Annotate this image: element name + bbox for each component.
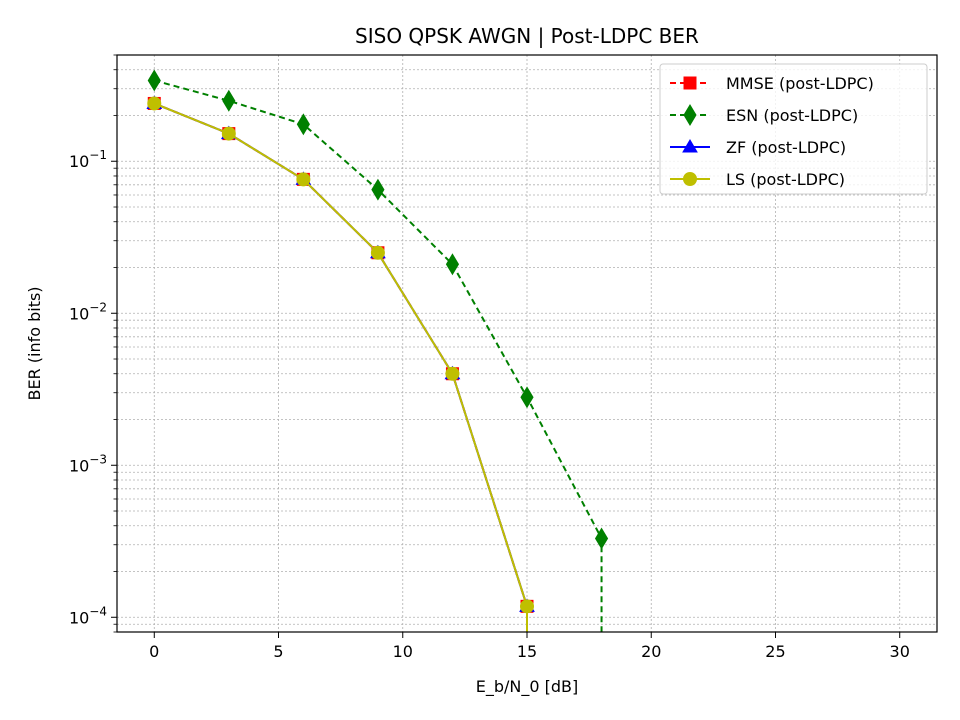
legend-label: ESN (post-LDPC) <box>726 106 858 125</box>
data-point <box>222 89 236 112</box>
data-point <box>221 126 236 141</box>
legend: MMSE (post-LDPC) ESN (post-LDPC) ZF (post-… <box>659 63 928 195</box>
y-tick-label: 10−4 <box>69 604 107 627</box>
x-axis-label: E_b/N_0 [dB] <box>476 677 579 697</box>
y-tick-label: 10−1 <box>69 148 107 171</box>
x-tick-label: 30 <box>890 642 910 661</box>
x-tick-label: 0 <box>149 642 159 661</box>
data-point <box>520 599 534 614</box>
data-point <box>371 178 385 201</box>
legend-marker <box>683 76 697 90</box>
data-point <box>370 245 385 260</box>
x-tick-label: 10 <box>393 642 413 661</box>
data-point <box>147 96 162 111</box>
chart-title: SISO QPSK AWGN | Post-LDPC BER <box>355 24 699 48</box>
series-line <box>154 79 603 632</box>
y-axis-label: BER (info bits) <box>25 286 44 400</box>
y-tick-label: 10−3 <box>69 452 107 475</box>
legend-entry: ESN (post-LDPC) <box>670 104 858 126</box>
x-tick-label: 5 <box>273 642 283 661</box>
legend-marker <box>683 104 697 126</box>
data-point <box>445 366 460 381</box>
legend-marker <box>682 139 698 153</box>
data-point <box>296 172 311 187</box>
series-layer <box>146 69 609 632</box>
data-point <box>296 113 310 136</box>
y-tick-label: 10−2 <box>69 300 107 323</box>
x-tick-label: 15 <box>517 642 537 661</box>
legend-label: MMSE (post-LDPC) <box>726 74 874 93</box>
series-ls <box>147 96 534 632</box>
data-point <box>594 527 609 550</box>
legend-label: ZF (post-LDPC) <box>726 138 846 157</box>
legend-box <box>659 63 928 195</box>
series-esn <box>147 69 609 632</box>
legend-entry: MMSE (post-LDPC) <box>670 74 874 93</box>
x-tick-label: 20 <box>641 642 661 661</box>
axis-layer: 0 5 10 15 20 25 30 10−4 10−3 10−2 10−1 <box>69 54 910 661</box>
legend-entry: ZF (post-LDPC) <box>670 138 846 157</box>
data-point <box>147 69 161 92</box>
data-point <box>445 253 460 276</box>
data-point <box>520 386 534 409</box>
legend-label: LS (post-LDPC) <box>726 170 845 189</box>
legend-marker <box>683 172 697 186</box>
legend-entry: LS (post-LDPC) <box>670 170 845 189</box>
x-tick-label: 25 <box>765 642 785 661</box>
